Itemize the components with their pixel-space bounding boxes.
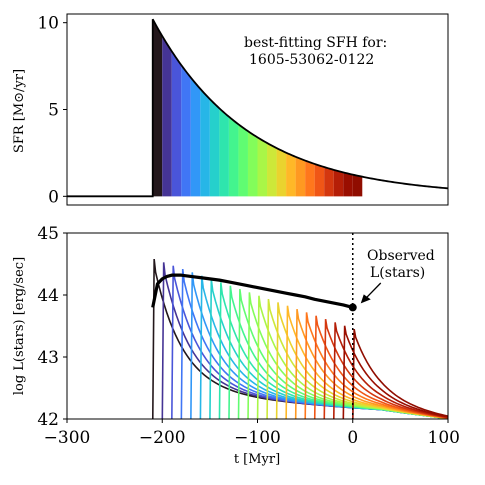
sfr-bin-3: [181, 65, 191, 197]
sfr-y-ticks: 0 5 10: [37, 14, 67, 207]
luminosity-y-tick-label: 45: [37, 224, 59, 244]
sfr-bin-17: [314, 163, 325, 197]
luminosity-y-tick-label: 43: [37, 348, 59, 368]
sfr-bin-0: [152, 19, 163, 197]
luminosity-x-axis-label: t [Myr]: [234, 452, 280, 467]
sfr-bin-12: [267, 142, 277, 197]
burst-track-20: [342, 325, 448, 419]
sfr-bin-14: [286, 152, 296, 197]
luminosity-x-ticks: −300 −200 −100 0 100: [44, 419, 460, 448]
sfr-bin-5: [200, 88, 210, 197]
sfr-bin-10: [247, 131, 258, 197]
sfr-bin-20: [343, 172, 353, 197]
sfr-bin-2: [171, 51, 182, 197]
sfr-colored-bins: [152, 19, 363, 197]
luminosity-y-tick-label: 44: [37, 286, 59, 306]
sfr-y-tick-label: 5: [48, 101, 59, 121]
sfr-panel: 0 5 10 SFR [M⊙/yr] best-fitting SFH for: 1…: [12, 13, 449, 207]
sfr-bin-16: [305, 160, 315, 197]
sfr-bin-1: [162, 36, 172, 197]
sfr-bin-6: [209, 99, 220, 197]
luminosity-x-tick-label: −100: [234, 428, 281, 448]
sfr-curve: [67, 18, 449, 198]
observed-annotation-line-1: Observed: [367, 248, 435, 264]
sfr-y-tick-label: 10: [37, 14, 59, 34]
luminosity-x-tick-label: −300: [44, 428, 91, 448]
sfh-annotation-line-2: 1605-53062-0122: [249, 52, 374, 68]
luminosity-y-tick-label: 42: [37, 410, 59, 430]
observed-annotation-arrowhead: [360, 294, 371, 304]
observed-luminosity-point: [348, 303, 357, 312]
luminosity-x-tick-label: −200: [139, 428, 186, 448]
sfr-bin-15: [295, 156, 306, 197]
sfr-bin-19: [333, 169, 344, 197]
sfr-y-axis-label: SFR [M⊙/yr]: [12, 69, 27, 153]
observed-annotation-line-2: L(stars): [370, 265, 425, 281]
sfr-bin-4: [190, 77, 201, 197]
sfr-y-tick-label: 0: [48, 187, 59, 207]
sfr-bin-13: [276, 148, 287, 197]
luminosity-y-axis-label: log L(stars) [erg/sec]: [12, 257, 27, 395]
luminosity-x-tick-label: 0: [347, 428, 358, 448]
sfr-bin-9: [238, 124, 248, 197]
luminosity-panel: 42 43 44 45 −300 −200 −100 0 100 log L(stars) […: [12, 224, 460, 467]
sfr-bin-8: [228, 116, 239, 197]
total-luminosity-curve: [151, 273, 354, 309]
sfr-bin-18: [324, 167, 334, 197]
sfr-bin-7: [219, 108, 229, 197]
burst-luminosity-tracks: [151, 258, 448, 419]
luminosity-y-ticks: 42 43 44 45: [37, 224, 67, 430]
sfr-bin-21: [352, 174, 363, 197]
sfr-bin-11: [257, 137, 268, 197]
luminosity-x-tick-label: 100: [428, 428, 460, 448]
burst-track-21: [352, 328, 448, 419]
sfh-annotation-line-1: best-fitting SFH for:: [244, 35, 387, 51]
